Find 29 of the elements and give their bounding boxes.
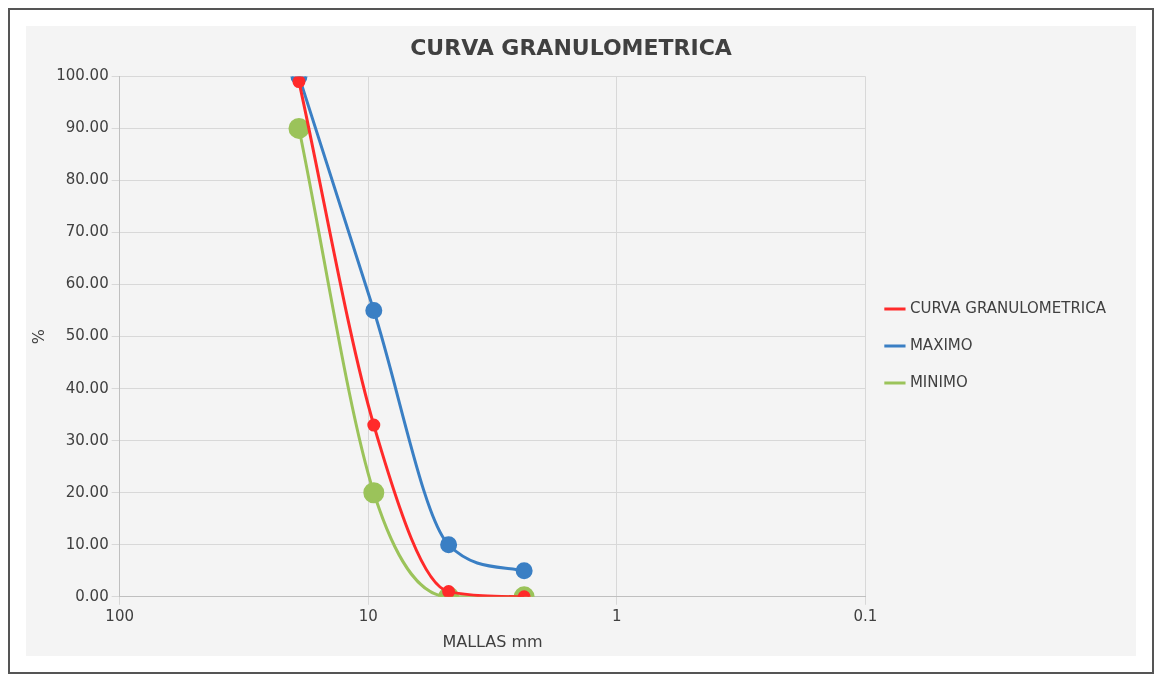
y-tick-label: 70.00 (65, 222, 109, 241)
point (363, 482, 385, 504)
point (365, 302, 383, 320)
point (442, 585, 456, 597)
point (367, 418, 381, 432)
x-tick-label: 100 (105, 606, 135, 625)
y-tick-label: 100.00 (56, 66, 109, 85)
y-tick-label: 40.00 (65, 378, 109, 397)
legend-label: MINIMO (909, 372, 968, 391)
point (288, 117, 310, 139)
point (292, 76, 306, 89)
y-tick-label: 60.00 (65, 274, 109, 293)
y-tick-label: 90.00 (65, 118, 109, 137)
y-tick-label: 10.00 (65, 534, 109, 553)
x-tick-label: 10 (358, 606, 378, 625)
y-axis-title: % (28, 329, 48, 345)
x-axis-title: MALLAS mm (442, 631, 543, 651)
x-tick-label: 0.1 (853, 606, 878, 625)
legend-label: CURVA GRANULOMETRICA (909, 298, 1107, 317)
y-tick-label: 0.00 (75, 586, 109, 605)
legend-label: MAXIMO (909, 335, 973, 354)
y-tick-label: 80.00 (65, 170, 109, 189)
point (440, 536, 458, 554)
y-tick-label: 20.00 (65, 482, 109, 501)
chart-title: CURVA GRANULOMETRICA (410, 34, 732, 60)
point (515, 562, 533, 580)
y-tick-label: 50.00 (65, 326, 109, 345)
y-tick-label: 30.00 (65, 430, 109, 449)
x-tick-label: 1 (612, 606, 622, 625)
